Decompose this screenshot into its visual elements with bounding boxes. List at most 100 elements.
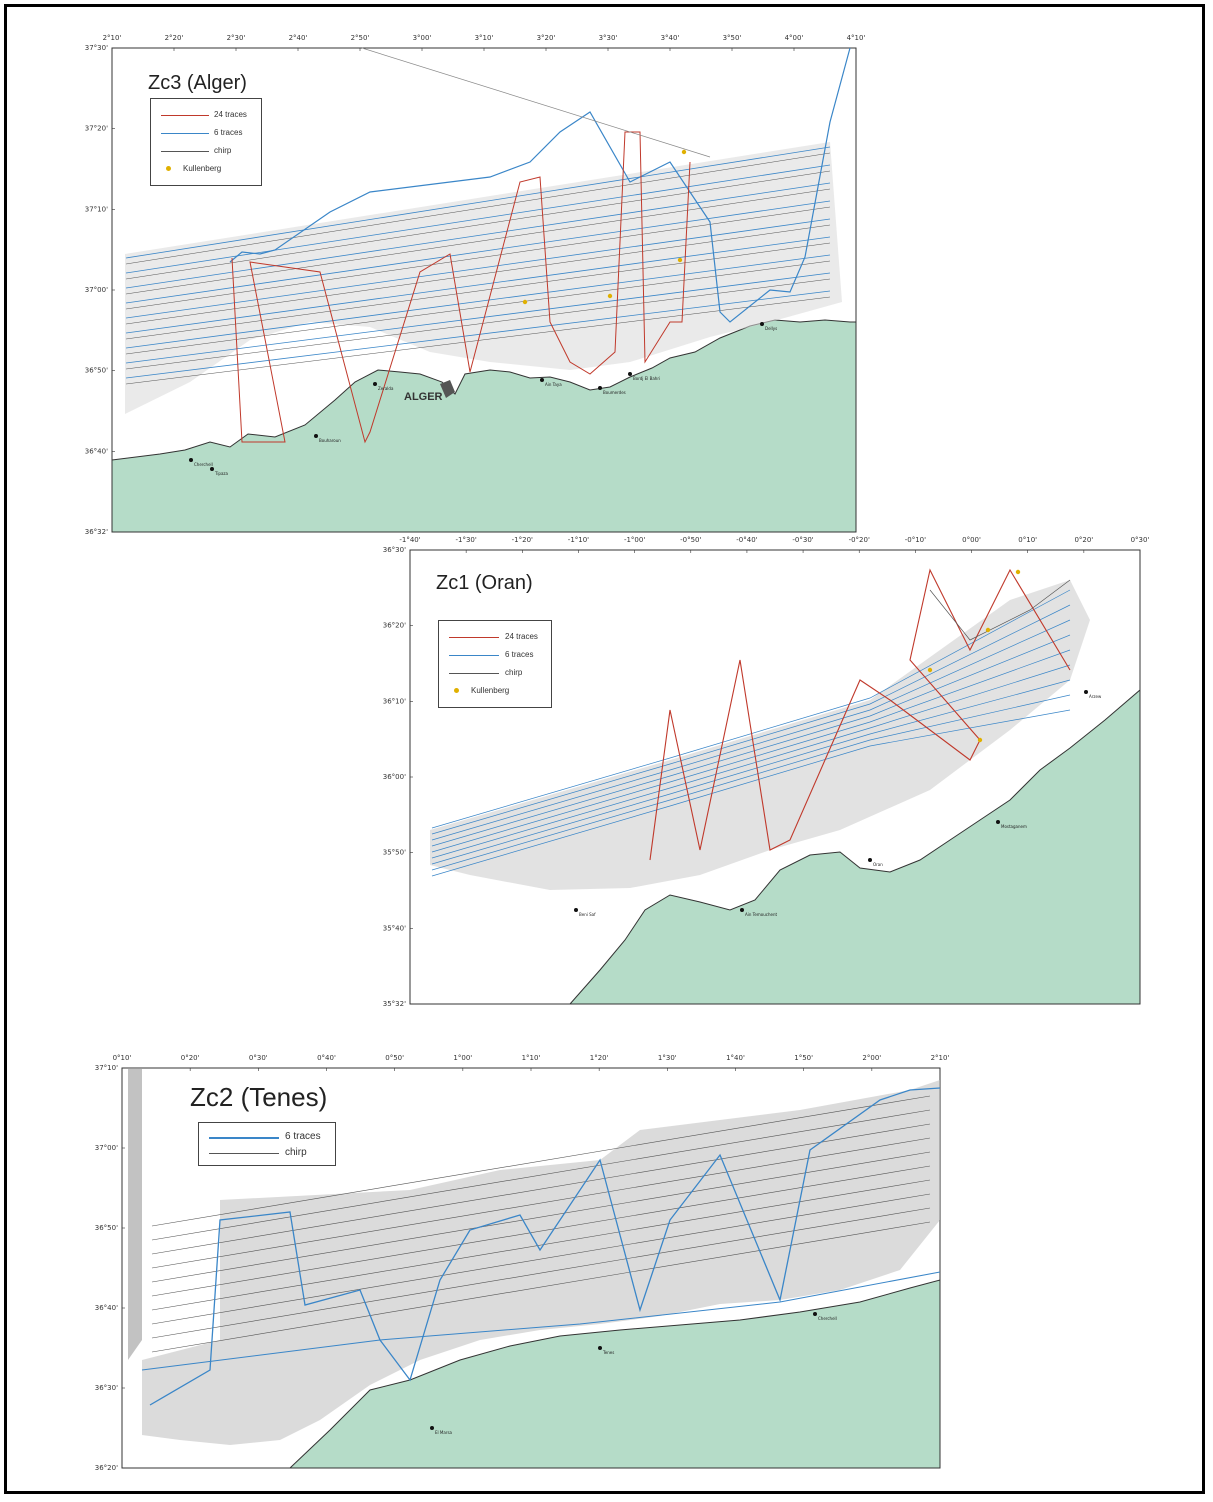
legend-swatch	[449, 637, 499, 638]
legend-label: 24 traces	[214, 110, 247, 119]
town-label: Beni Saf	[579, 912, 596, 917]
panel-title: Zc3 (Alger)	[148, 72, 247, 94]
legend-item-chirp: chirp	[439, 667, 551, 679]
legend-item-chirp: chirp	[151, 145, 261, 157]
survey-line-chirp	[151, 1151, 931, 1283]
legend-item-24-traces: 24 traces	[439, 631, 551, 643]
lat-tick-label: 36°00'	[383, 773, 406, 781]
kullenberg-dot-icon	[454, 688, 459, 693]
lon-tick-label: 0°00'	[962, 536, 981, 544]
survey-lines-group	[125, 47, 851, 444]
survey-line-6-traces	[431, 664, 1071, 859]
lon-tick-label: 4°00'	[785, 34, 804, 42]
survey-line-6-traces-coastal	[141, 1271, 941, 1371]
legend-swatch	[209, 1137, 279, 1139]
land-area	[111, 319, 857, 533]
lat-tick-label: 37°10'	[85, 205, 108, 213]
town-label: Bouharoun	[319, 438, 341, 443]
map-panel-oran: -1°40' -1°30' -1°20' -1°10' -1°00' -0°50' -0°4…	[370, 530, 1160, 1010]
survey-line-chirp	[151, 1221, 931, 1353]
panel-title: Zc1 (Oran)	[436, 572, 533, 594]
land-area	[568, 688, 1141, 1005]
town-label: Tipaza	[214, 471, 229, 476]
lon-tick-label: 0°10'	[113, 1054, 132, 1062]
lon-tick-label: 1°50'	[794, 1054, 813, 1062]
survey-line-chirp	[125, 152, 831, 265]
legend-box: 6 traces chirp	[198, 1122, 336, 1166]
lon-tick-label: 3°10'	[475, 34, 494, 42]
lon-tick-label: -0°40'	[736, 536, 757, 544]
lon-tick-label: 0°20'	[181, 1054, 200, 1062]
survey-line-chirp	[151, 1095, 931, 1227]
lon-tick-label: -1°10'	[568, 536, 589, 544]
lat-tick-label: 36°32'	[85, 528, 108, 536]
town-dot-icon	[574, 908, 578, 912]
lon-tick-label: 3°30'	[599, 34, 618, 42]
lat-tick-label: 35°40'	[383, 924, 406, 932]
map-oran-canvas: -1°40' -1°30' -1°20' -1°10' -1°00' -0°50' -0°4…	[383, 536, 1150, 1008]
survey-line-6-traces	[125, 182, 831, 289]
land-area	[288, 1279, 941, 1469]
town-dot-icon	[598, 386, 602, 390]
bathymetry-swath	[125, 142, 842, 414]
lon-tick-label: -0°10'	[905, 536, 926, 544]
lon-tick-label: 3°20'	[537, 34, 556, 42]
town-label: Zeralda	[378, 386, 394, 391]
legend-swatch	[449, 673, 499, 674]
kullenberg-dot-icon	[166, 166, 171, 171]
town-dot-icon	[1084, 690, 1088, 694]
lat-tick-label: 36°50'	[95, 1224, 118, 1232]
lat-tick-label: 37°00'	[85, 286, 108, 294]
survey-line-chirp	[125, 188, 831, 295]
lon-tick-label: 2°10'	[103, 34, 122, 42]
city-marker-alger	[440, 380, 455, 398]
town-label: Oran	[873, 862, 883, 867]
survey-line-6-traces	[125, 236, 831, 334]
survey-line-6-traces	[125, 272, 831, 364]
lon-tick-label: 3°00'	[413, 34, 432, 42]
legend-item-6-traces: 6 traces	[151, 127, 261, 139]
town-label: Ain Taya	[545, 382, 562, 387]
survey-line-chirp	[151, 1207, 931, 1339]
legend-label: 6 traces	[214, 128, 243, 137]
lon-tick-label: -1°30'	[455, 536, 476, 544]
survey-lines-group	[431, 568, 1071, 877]
survey-line-24-traces	[231, 131, 691, 444]
lat-tick-label: 36°20'	[383, 622, 406, 630]
legend-box: 24 traces 6 traces chirp Kullenberg	[438, 620, 552, 708]
lon-tick-label: 2°20'	[165, 34, 184, 42]
town-dot-icon	[598, 1346, 602, 1350]
lon-tick-label: -0°30'	[792, 536, 813, 544]
panel-title: Zc2 (Tenes)	[190, 1082, 328, 1112]
town-dot-icon	[314, 434, 318, 438]
survey-line-6-traces	[431, 679, 1071, 865]
survey-line-chirp	[151, 1123, 931, 1255]
survey-line-6-traces	[125, 254, 831, 349]
kullenberg-core-icon	[1015, 569, 1021, 575]
town-dot-icon	[760, 322, 764, 326]
legend-swatch	[161, 133, 209, 134]
town-label: Ain Temouchent	[745, 912, 777, 917]
map-alger-canvas: 2°10' 2°20' 2°30' 2°40' 2°50' 3°00' 3°10' 3°20'…	[85, 34, 866, 536]
axis-ticks: -1°40' -1°30' -1°20' -1°10' -1°00' -0°50' -0°4…	[383, 536, 1150, 1008]
lat-tick-label: 37°30'	[85, 44, 108, 52]
town-dot-icon	[628, 372, 632, 376]
lat-tick-label: 35°32'	[383, 1000, 406, 1008]
lon-tick-label: 1°40'	[726, 1054, 745, 1062]
town-label: El Marsa	[435, 1430, 453, 1435]
town-label: Bordj El Bahri	[633, 376, 660, 381]
kullenberg-core-icon	[977, 737, 983, 743]
survey-line-6-traces	[125, 218, 831, 319]
lon-tick-label: -0°20'	[849, 536, 870, 544]
survey-line-chirp-transit	[361, 47, 711, 158]
legend-label: chirp	[285, 1147, 307, 1158]
lat-tick-label: 37°20'	[85, 125, 108, 133]
lon-tick-label: 2°40'	[289, 34, 308, 42]
legend-label: 24 traces	[505, 632, 538, 641]
survey-line-6-traces	[431, 634, 1071, 847]
lat-tick-label: 37°10'	[95, 1064, 118, 1072]
town-dot-icon	[996, 820, 1000, 824]
town-label: Cherchell	[818, 1316, 837, 1321]
lon-tick-label: -1°20'	[512, 536, 533, 544]
town-label: Boumerdes	[603, 390, 626, 395]
